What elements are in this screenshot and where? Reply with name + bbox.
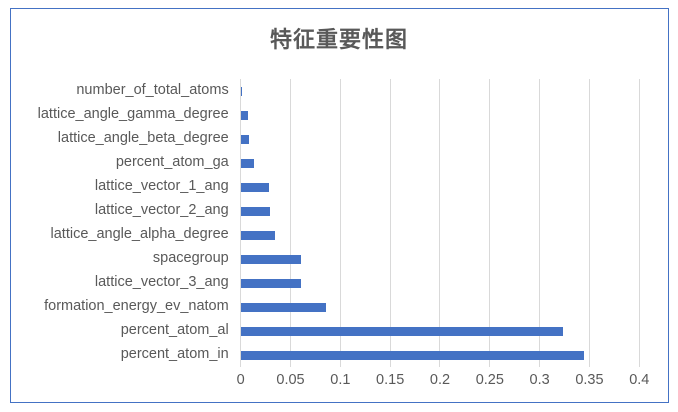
bar — [240, 110, 248, 120]
bar — [240, 278, 301, 288]
category-label: percent_atom_al — [120, 322, 229, 338]
category-label: lattice_vector_2_ang — [94, 202, 229, 218]
gridline — [389, 79, 391, 367]
x-tick-label: 0.15 — [376, 372, 405, 388]
gridline — [539, 79, 541, 367]
bar-row — [240, 319, 640, 343]
gridline — [489, 79, 491, 367]
x-tick-label: 0 — [236, 372, 245, 388]
x-tick-label: 0.1 — [330, 372, 351, 388]
bar — [240, 230, 275, 240]
category-label: lattice_angle_alpha_degree — [50, 226, 229, 242]
bar-row — [240, 127, 640, 151]
gridline — [588, 79, 590, 367]
bar-row — [240, 295, 640, 319]
bar — [240, 134, 249, 144]
bar-row — [240, 103, 640, 127]
bar — [240, 182, 269, 192]
x-tick-label: 0.25 — [475, 372, 504, 388]
bar-row — [240, 199, 640, 223]
category-label: lattice_angle_gamma_degree — [37, 106, 229, 122]
bar — [240, 350, 585, 360]
category-label: lattice_angle_beta_degree — [57, 130, 229, 146]
x-tick-label: 0.05 — [276, 372, 305, 388]
bar — [240, 254, 301, 264]
gridline — [240, 79, 242, 367]
bar-row — [240, 79, 640, 103]
category-label: spacegroup — [152, 250, 229, 266]
chart-frame — [10, 8, 669, 403]
bar-row — [240, 223, 640, 247]
category-label: percent_atom_ga — [115, 154, 229, 170]
category-label: lattice_vector_3_ang — [94, 274, 229, 290]
bar-row — [240, 175, 640, 199]
gridline — [290, 79, 291, 367]
bar-row — [240, 343, 640, 367]
x-tick-label: 0.35 — [575, 372, 604, 388]
category-label: formation_energy_ev_natom — [44, 298, 229, 314]
bar-row — [240, 151, 640, 175]
x-tick-label: 0.2 — [429, 372, 451, 388]
bar — [240, 86, 243, 96]
category-label: lattice_vector_1_ang — [94, 178, 229, 194]
bar-row — [240, 271, 640, 295]
x-tick-label: 0.3 — [529, 372, 550, 388]
bar-row — [240, 247, 640, 271]
bar — [240, 302, 327, 312]
gridline — [439, 79, 441, 367]
gridline — [638, 79, 640, 367]
bar — [240, 158, 255, 168]
bar — [240, 326, 563, 336]
bar — [240, 206, 270, 216]
chart-title: 特征重要性图 — [269, 28, 408, 53]
x-tick-label: 0.4 — [629, 372, 650, 388]
gridline — [339, 79, 341, 367]
category-label: percent_atom_in — [120, 346, 229, 362]
category-label: number_of_total_atoms — [76, 82, 229, 98]
plot-area — [240, 79, 640, 367]
